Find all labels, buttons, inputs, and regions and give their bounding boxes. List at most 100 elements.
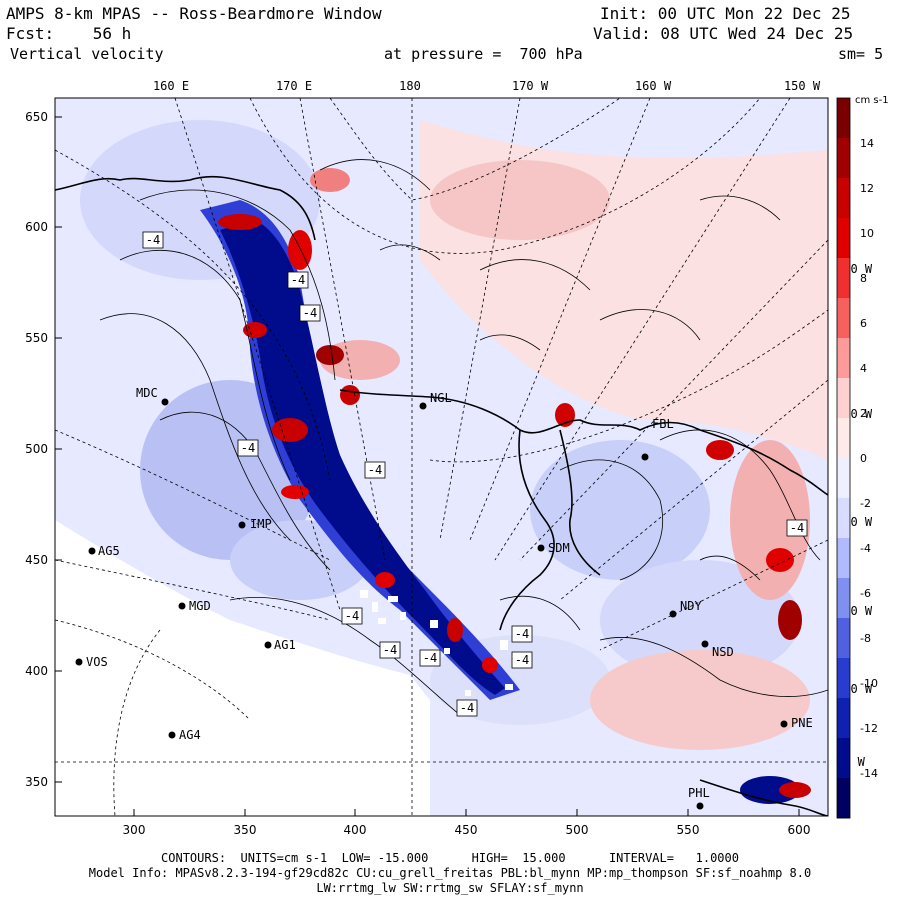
station-label: PHL: [688, 786, 710, 800]
updraft-cell: [482, 657, 498, 673]
station-label: NSD: [712, 645, 734, 659]
y-tick-labels: 650 600 550 500 450 400 350: [25, 110, 48, 789]
colorbar-block: [837, 178, 850, 219]
longitude-label: 170 E: [276, 79, 312, 93]
colorbar-label: -4: [860, 542, 871, 555]
x-tick-label: 450: [455, 823, 478, 837]
forecast-label: Fcst: 56 h: [6, 25, 131, 43]
updraft-cell: [779, 782, 811, 798]
stations: MDC NGL FBL IMP AG5 SDM MGD NDY AG1 NSD …: [75, 386, 813, 810]
colorbar-block: [837, 578, 850, 619]
colorbar-block: [837, 138, 850, 179]
colorbar: cm s-1 14 12 10 8 6 4 2 0 -2 -4 -6 -8 -10 -12 -14: [836, 95, 889, 819]
y-tick-label: 550: [25, 331, 48, 345]
contour-label: -4: [460, 701, 474, 715]
colorbar-block: [837, 258, 850, 299]
contour-labels: -4 -4 -4 -4 -4 -4 -4 -4 -4 -4 -4 -4: [142, 231, 808, 717]
station-label: SDM: [548, 541, 570, 555]
colorbar-block: [837, 338, 850, 379]
colorbar-label: -10: [860, 677, 878, 690]
colorbar-block: [837, 458, 850, 499]
updraft-cell: [272, 418, 308, 442]
field-name: Vertical velocity: [10, 45, 164, 63]
valid-time: Valid: 08 UTC Wed 24 Dec 25: [593, 24, 854, 43]
y-tick-label: 500: [25, 442, 48, 456]
init-time: Init: 00 UTC Mon 22 Dec 25: [600, 4, 851, 23]
colorbar-label: 0: [860, 452, 867, 465]
colorbar-block: [837, 298, 850, 339]
no-data-region: [55, 520, 430, 816]
contour-label: -4: [515, 653, 529, 667]
y-tick-label: 350: [25, 775, 48, 789]
map-title: AMPS 8-km MPAS -- Ross-Beardmore Window: [6, 4, 382, 23]
smoothing-value: sm= 5: [838, 45, 884, 63]
rising-patch: [430, 160, 610, 240]
x-tick-label: 400: [344, 823, 367, 837]
updraft-cell: [310, 168, 350, 192]
colorbar-frame: [836, 97, 851, 819]
contour-lines: [99, 159, 828, 716]
x-tick-label: 550: [677, 823, 700, 837]
colorbar-label: 12: [860, 182, 874, 195]
updraft-cell: [316, 345, 344, 365]
x-tick-labels: 300 350 400 450 500 550 600: [123, 823, 811, 837]
forecast-hours: 56 h: [92, 24, 132, 43]
contour-label: -4: [291, 273, 305, 287]
contour-label: -4: [303, 306, 317, 320]
y-tick-label: 650: [25, 110, 48, 124]
updraft-cell: [243, 322, 267, 338]
colorbar-label: 10: [860, 227, 874, 240]
contour-label: -4: [383, 643, 397, 657]
station-label: AG1: [274, 638, 296, 652]
updraft-cell: [706, 440, 734, 460]
map-frame: [54, 97, 829, 817]
station-label: FBL: [652, 417, 674, 431]
colorbar-label: -2: [860, 497, 871, 510]
contour-label: -4: [368, 463, 382, 477]
contour-label: -4: [146, 233, 160, 247]
longitude-label: 180: [399, 79, 421, 93]
rising-patch: [590, 650, 810, 750]
contour-info: CONTOURS: UNITS=cm s-1 LOW= -15.000 HIGH…: [161, 851, 739, 865]
x-tick-label: 600: [788, 823, 811, 837]
map-area: -4 -4 -4 -4 -4 -4 -4 -4 -4 -4 -4 -4 MDC …: [55, 98, 828, 816]
longitude-label: 160 W: [635, 79, 672, 93]
colorbar-block: [837, 378, 850, 419]
colorbar-label: -12: [860, 722, 878, 735]
colorbar-label: 14: [860, 137, 874, 150]
updraft-cell: [218, 214, 262, 230]
colorbar-block: [837, 738, 850, 779]
pressure-level: at pressure = 700 hPa: [384, 45, 583, 63]
colorbar-block: [837, 698, 850, 739]
station-label: AG4: [179, 728, 201, 742]
colorbar-block: [837, 778, 850, 819]
updraft-cell: [447, 618, 463, 642]
updraft-cell: [766, 548, 794, 572]
contour-label: -4: [790, 521, 804, 535]
sinking-patch: [600, 560, 800, 680]
longitude-label: 170 W: [512, 79, 549, 93]
y-tick-label: 450: [25, 553, 48, 567]
contour-label: -4: [515, 627, 529, 641]
colorbar-block: [837, 538, 850, 579]
colorbar-label: 6: [860, 317, 867, 330]
contour-label: -4: [423, 651, 437, 665]
colorbar-label: 8: [860, 272, 867, 285]
updraft-cell: [288, 230, 312, 270]
x-tick-label: 300: [123, 823, 146, 837]
colorbar-label: 2: [860, 407, 867, 420]
x-tick-label: 500: [566, 823, 589, 837]
colorbar-block: [837, 218, 850, 259]
colorbar-units: cm s-1: [855, 95, 889, 106]
colorbar-block: [837, 418, 850, 459]
contour-label: -4: [241, 441, 255, 455]
longitude-labels-top: 160 E 170 E 180 170 W 160 W 150 W: [153, 79, 821, 93]
station-label: NGL: [430, 391, 452, 405]
longitude-label: 160 E: [153, 79, 189, 93]
x-tick-label: 350: [234, 823, 257, 837]
station-label: VOS: [86, 655, 108, 669]
forecast-label-text: Fcst:: [6, 24, 55, 43]
colorbar-label: 4: [860, 362, 867, 375]
colorbar-label: -14: [860, 767, 878, 780]
longitude-label: 150 W: [784, 79, 821, 93]
